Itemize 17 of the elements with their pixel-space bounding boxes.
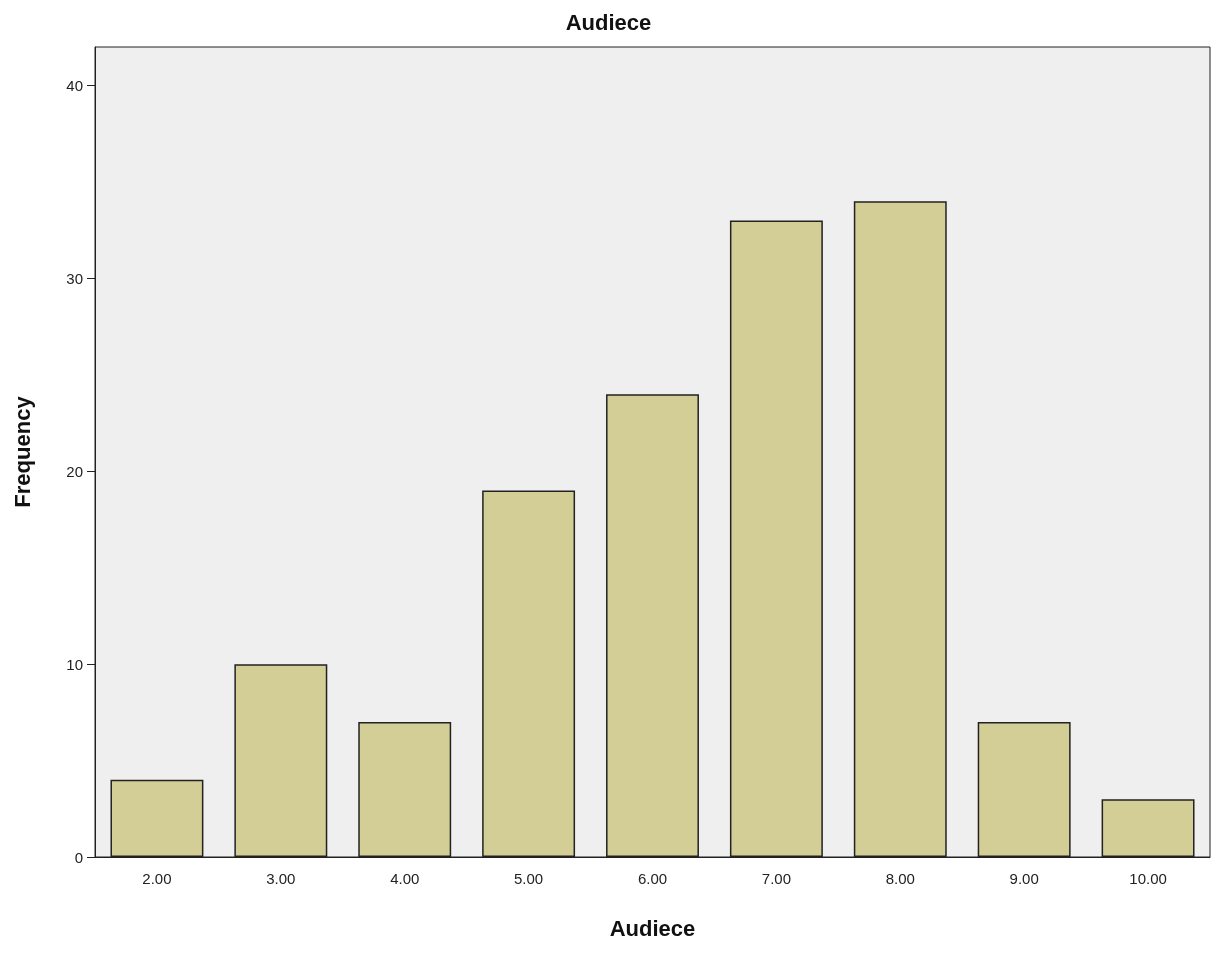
y-tick-label: 30 <box>66 269 83 287</box>
y-tick-label: 0 <box>74 848 83 866</box>
x-tick-label: 5.00 <box>514 870 544 887</box>
x-tick-label: 3.00 <box>266 870 296 887</box>
x-tick-label: 8.00 <box>885 870 915 887</box>
x-axis-title: Audiece <box>609 915 696 941</box>
y-tick-label: 40 <box>66 77 83 95</box>
x-tick-label: 2.00 <box>142 870 172 887</box>
x-tick-label: 6.00 <box>637 870 668 887</box>
x-tick-label: 4.00 <box>390 870 420 887</box>
chart-title: Audiece <box>565 9 652 35</box>
y-tick-label: 20 <box>66 462 83 480</box>
y-tick-label: 10 <box>66 655 83 673</box>
x-tick-label: 7.00 <box>761 870 791 887</box>
y-axis-title: Frequency <box>9 395 35 508</box>
x-tick-label: 10.00 <box>1129 870 1167 887</box>
x-tick-label: 9.00 <box>1009 870 1039 887</box>
